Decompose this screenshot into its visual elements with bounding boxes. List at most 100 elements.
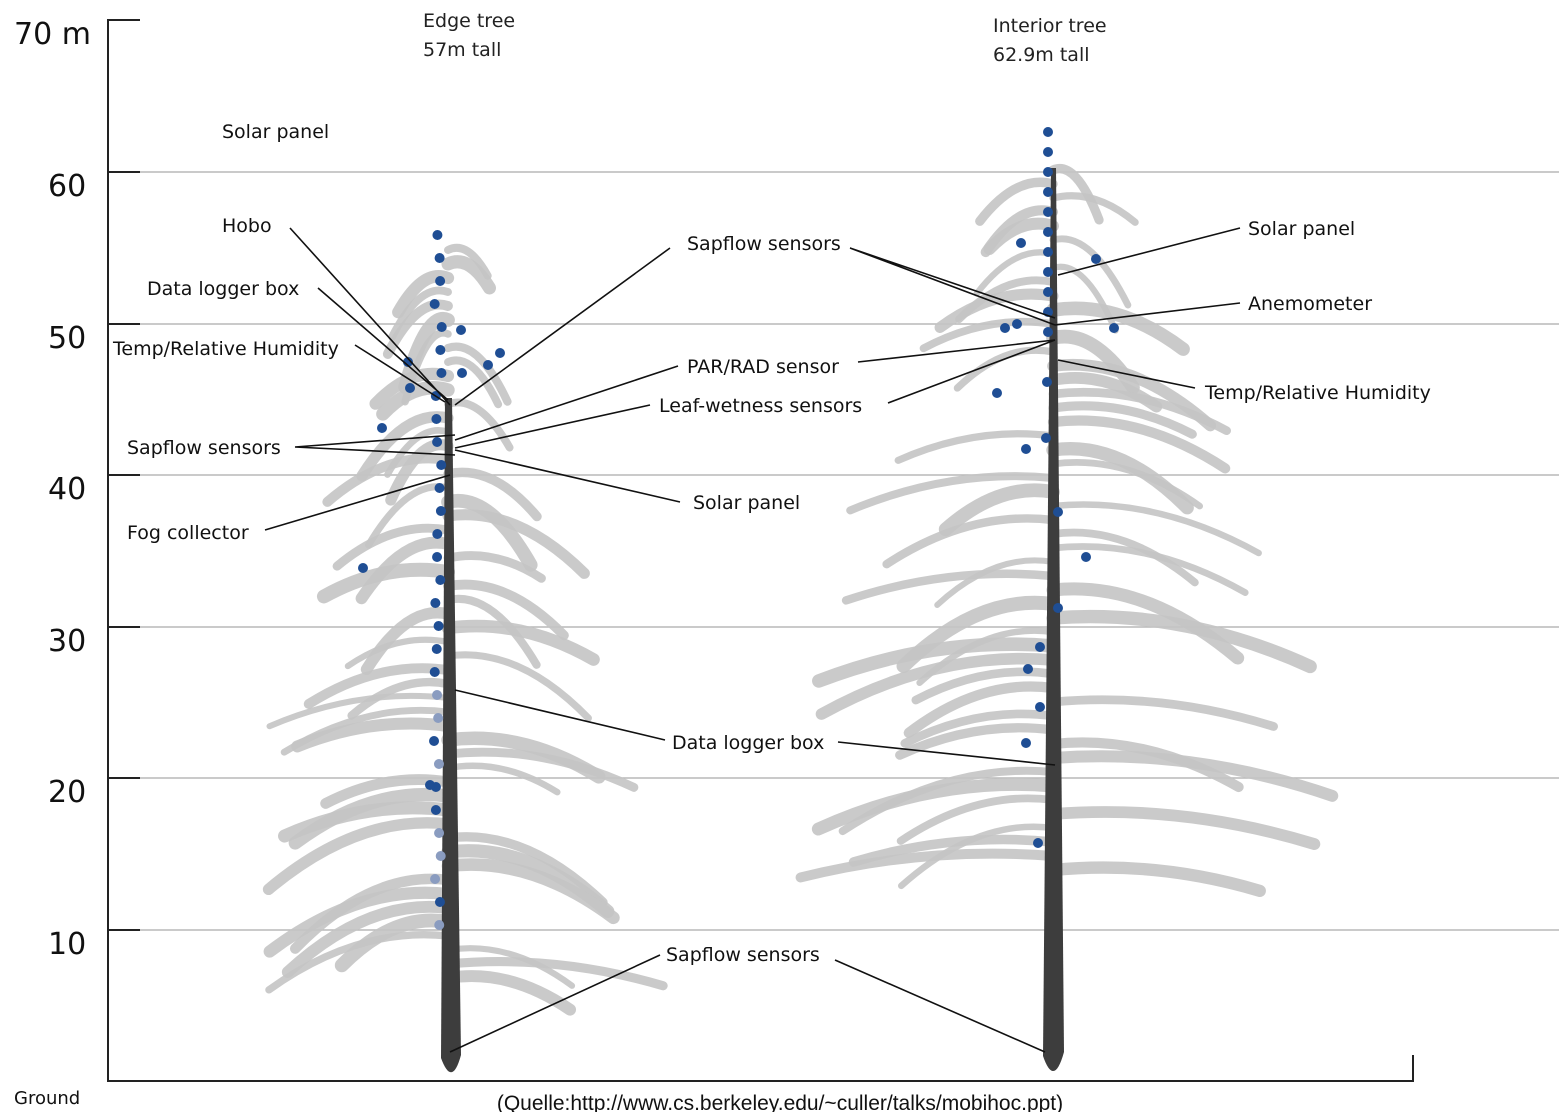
axis-ticks: [108, 172, 140, 930]
tick-label: 20: [48, 775, 86, 810]
sensor-dot: [431, 414, 441, 424]
sensor-dot: [1043, 287, 1053, 297]
branch: [1053, 449, 1187, 508]
label: Hobo: [222, 215, 272, 237]
diagram: 70 m 60 50 40 30 20 10 Ground Edge tree …: [0, 0, 1559, 1112]
branch: [1053, 868, 1260, 891]
tick-label: 70 m: [14, 17, 91, 52]
branch: [1053, 812, 1314, 844]
label: Leaf-wetness sensors: [659, 395, 862, 417]
label: Temp/Relative Humidity: [1204, 382, 1431, 404]
label: Data logger box: [147, 278, 299, 300]
sensor-dot: [436, 851, 446, 861]
sensor-dot: [432, 690, 442, 700]
tree-name: Interior tree: [993, 15, 1107, 37]
tree-height: 62.9m tall: [993, 44, 1090, 66]
tree-height: 57m tall: [423, 39, 501, 61]
tick-label: 50: [48, 321, 86, 356]
sensor-dot: [434, 621, 444, 631]
branch: [448, 655, 588, 718]
sensor-dot: [1043, 167, 1053, 177]
sensor-dot: [1043, 187, 1053, 197]
sensor-dot: [1021, 444, 1031, 454]
sensor-dot: [1043, 227, 1053, 237]
sensor-dot: [1042, 377, 1052, 387]
label: PAR/RAD sensor: [687, 356, 839, 378]
sensor-dot: [1000, 323, 1010, 333]
tick-label: 60: [48, 169, 86, 204]
sensor-dot: [1012, 319, 1022, 329]
sensor-dot: [1043, 247, 1053, 257]
branch: [297, 724, 448, 747]
sensor-dot: [1091, 254, 1101, 264]
branch: [448, 766, 557, 792]
sensor-dot: [1016, 238, 1026, 248]
sensor-dot: [432, 230, 442, 240]
sensor-dot: [435, 575, 445, 585]
sensor-dot: [429, 736, 439, 746]
sensor-dot: [435, 345, 445, 355]
page: 70 m 60 50 40 30 20 10 Ground Edge tree …: [0, 0, 1559, 1112]
tick-label: 30: [48, 624, 86, 659]
label: Sapflow sensors: [666, 944, 820, 966]
sensor-dot: [495, 348, 505, 358]
tick-label: 10: [48, 927, 86, 962]
sensor-dot: [358, 563, 368, 573]
sensor-dot: [457, 368, 467, 378]
sensor-dot: [1035, 642, 1045, 652]
branch: [348, 640, 448, 666]
sensor-dot: [434, 828, 444, 838]
sensor-dot: [483, 360, 493, 370]
branch: [1053, 756, 1332, 796]
label: Temp/Relative Humidity: [112, 338, 339, 360]
sensor-dot: [1053, 603, 1063, 613]
sensor-dot: [433, 713, 443, 723]
sensor-dot: [1043, 267, 1053, 277]
sensor-dot: [430, 598, 440, 608]
sensor-dot: [432, 529, 442, 539]
sensor-dot: [432, 437, 442, 447]
label: Sapflow sensors: [687, 233, 841, 255]
sensor-dot: [1041, 433, 1051, 443]
sensor-dot: [992, 388, 1002, 398]
sensor-dot: [1043, 127, 1053, 137]
branch: [324, 570, 448, 597]
sensor-dot: [1043, 147, 1053, 157]
sensor-dot: [1043, 207, 1053, 217]
sensor-dot: [435, 483, 445, 493]
foliage: [269, 169, 1333, 1010]
tick-label: 40: [48, 472, 86, 507]
sensor-dot: [1033, 838, 1043, 848]
sensor-dot: [436, 506, 446, 516]
sensor-dot: [1035, 702, 1045, 712]
label: Fog collector: [127, 522, 249, 544]
tree-name: Edge tree: [423, 10, 515, 32]
sensor-dot: [431, 805, 441, 815]
label: Anemometer: [1248, 293, 1372, 315]
sensor-dot: [432, 644, 442, 654]
sensor-dot: [430, 299, 440, 309]
branch: [1053, 239, 1128, 305]
sensor-dot: [430, 874, 440, 884]
sensor-dot: [435, 253, 445, 263]
label: Solar panel: [693, 492, 800, 514]
branch: [1053, 617, 1310, 667]
branch: [957, 350, 1053, 388]
sensor-dot: [435, 276, 445, 286]
sensor-dot: [435, 897, 445, 907]
sensor-dot: [405, 383, 415, 393]
sensor-dot: [434, 920, 444, 930]
sensor-dot: [434, 759, 444, 769]
label: Solar panel: [1248, 218, 1355, 240]
branch: [887, 518, 1053, 564]
sensor-dot: [1109, 323, 1119, 333]
label: Solar panel: [222, 121, 329, 143]
label: Sapflow sensors: [127, 437, 281, 459]
sensor-dot: [377, 423, 387, 433]
sensor-dot: [456, 325, 466, 335]
source: (Quelle:http://www.cs.berkeley.edu/~cull…: [497, 1092, 1063, 1112]
sensor-dot: [425, 780, 435, 790]
sensor-dot: [1023, 664, 1033, 674]
sensor-dot: [437, 322, 447, 332]
label: Data logger box: [672, 732, 824, 754]
